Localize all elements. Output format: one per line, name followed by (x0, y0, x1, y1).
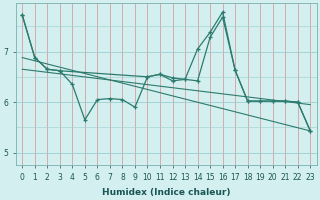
X-axis label: Humidex (Indice chaleur): Humidex (Indice chaleur) (102, 188, 230, 197)
